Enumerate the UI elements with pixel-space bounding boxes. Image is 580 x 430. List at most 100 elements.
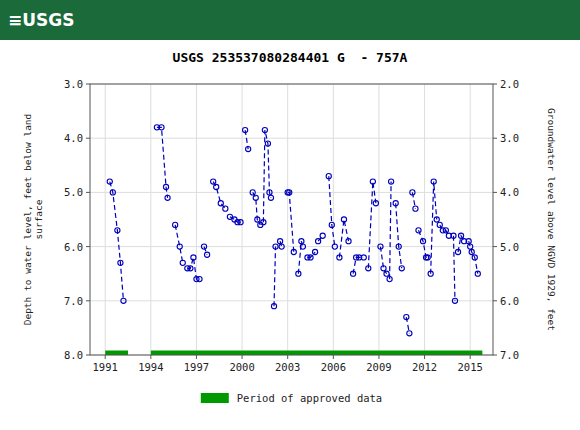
data-point bbox=[337, 255, 342, 260]
x-tick bbox=[242, 355, 243, 359]
x-tick-label: 1994 bbox=[138, 361, 163, 373]
y-tick bbox=[86, 84, 90, 85]
x-tick-label: 2000 bbox=[229, 361, 254, 373]
data-point bbox=[413, 206, 418, 211]
x-tick-label: 2015 bbox=[458, 361, 483, 373]
data-point bbox=[287, 190, 292, 195]
data-point bbox=[370, 179, 375, 184]
series-line bbox=[175, 225, 183, 263]
data-point bbox=[312, 249, 317, 254]
data-point bbox=[455, 249, 460, 254]
data-point bbox=[246, 146, 251, 151]
data-point bbox=[332, 244, 337, 249]
y2-axis-label: Groundwater level above NGVD 1929, feet bbox=[546, 108, 557, 331]
data-point bbox=[238, 220, 243, 225]
y-axis-label: Depth to water level, feet below landsur… bbox=[22, 114, 44, 326]
data-point bbox=[265, 141, 270, 146]
data-point bbox=[452, 298, 457, 303]
data-point bbox=[271, 304, 276, 309]
data-point bbox=[399, 266, 404, 271]
y-tick bbox=[86, 355, 90, 356]
series-line bbox=[368, 182, 376, 269]
data-point bbox=[396, 244, 401, 249]
data-point bbox=[320, 233, 325, 238]
data-point bbox=[361, 255, 366, 260]
y2-tick-label: 2.0 bbox=[500, 78, 519, 90]
grid-line bbox=[424, 84, 425, 355]
series-line bbox=[213, 182, 225, 209]
y-tick bbox=[86, 138, 90, 139]
data-point bbox=[381, 266, 386, 271]
data-point bbox=[300, 244, 305, 249]
y-axis-label-line: Depth to water level, feet below land bbox=[22, 114, 33, 326]
y-tick-label: 4.0 bbox=[64, 132, 83, 144]
data-point bbox=[350, 271, 355, 276]
data-point bbox=[291, 249, 296, 254]
y-tick-label: 3.0 bbox=[64, 78, 83, 90]
data-point bbox=[384, 271, 389, 276]
data-point bbox=[373, 201, 378, 206]
data-point bbox=[173, 222, 178, 227]
data-point bbox=[316, 239, 321, 244]
data-point bbox=[253, 195, 258, 200]
data-point bbox=[107, 179, 112, 184]
data-point bbox=[410, 190, 415, 195]
data-point bbox=[268, 195, 273, 200]
series-line bbox=[110, 182, 124, 301]
header-bar bbox=[0, 0, 580, 40]
series-line bbox=[187, 257, 199, 279]
data-point bbox=[201, 244, 206, 249]
data-point bbox=[277, 239, 282, 244]
data-point bbox=[326, 174, 331, 179]
x-tick bbox=[470, 355, 471, 359]
data-point bbox=[434, 217, 439, 222]
data-point bbox=[180, 260, 185, 265]
y-tick-label: 8.0 bbox=[64, 349, 83, 361]
y2-tick-label: 7.0 bbox=[500, 349, 519, 361]
y2-tick bbox=[493, 246, 497, 247]
data-point bbox=[346, 239, 351, 244]
data-point bbox=[393, 201, 398, 206]
y-tick bbox=[86, 300, 90, 301]
data-point bbox=[165, 195, 170, 200]
y2-tick bbox=[493, 138, 497, 139]
approved-bar bbox=[151, 351, 483, 356]
data-point bbox=[261, 220, 266, 225]
x-tick-label: 1997 bbox=[184, 361, 209, 373]
series-line bbox=[396, 203, 402, 268]
x-tick-label: 2009 bbox=[366, 361, 391, 373]
grid-line bbox=[90, 138, 493, 139]
grid-line bbox=[333, 84, 334, 355]
data-point bbox=[159, 125, 164, 130]
series-line bbox=[288, 192, 294, 252]
data-point bbox=[218, 201, 223, 206]
data-point bbox=[299, 239, 304, 244]
data-point bbox=[428, 271, 433, 276]
y2-tick-label: 5.0 bbox=[500, 241, 519, 253]
y-tick-label: 7.0 bbox=[64, 295, 83, 307]
approved-bar bbox=[105, 351, 128, 356]
data-point bbox=[308, 255, 313, 260]
data-point bbox=[431, 179, 436, 184]
data-point bbox=[451, 233, 456, 238]
data-point bbox=[163, 184, 168, 189]
x-tick bbox=[333, 355, 334, 359]
data-point bbox=[475, 271, 480, 276]
data-point bbox=[387, 277, 392, 282]
data-point bbox=[389, 179, 394, 184]
data-point bbox=[177, 244, 182, 249]
data-point bbox=[118, 260, 123, 265]
y-tick-label: 6.0 bbox=[64, 241, 83, 253]
grid-line bbox=[90, 300, 493, 301]
data-point bbox=[416, 228, 421, 233]
data-point bbox=[214, 184, 219, 189]
x-tick bbox=[196, 355, 197, 359]
grid bbox=[90, 84, 493, 355]
data-point bbox=[378, 244, 383, 249]
grid-line bbox=[90, 246, 493, 247]
grid-line bbox=[105, 84, 106, 355]
data-point bbox=[191, 255, 196, 260]
data-point bbox=[267, 190, 272, 195]
data-point bbox=[296, 271, 301, 276]
data-point bbox=[341, 217, 346, 222]
